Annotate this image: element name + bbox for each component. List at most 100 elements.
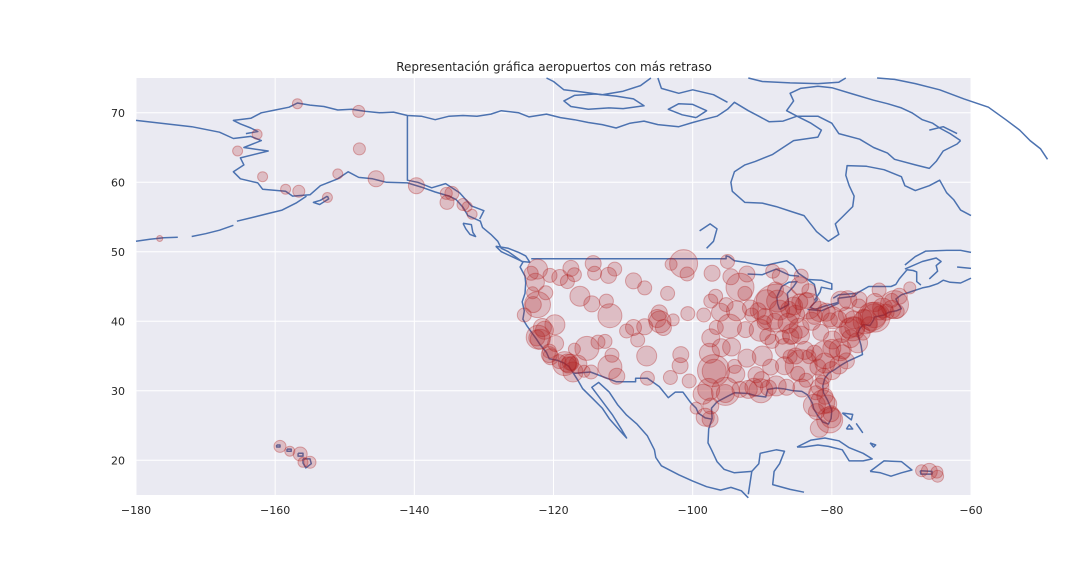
airport-marker xyxy=(837,306,855,324)
airport-marker xyxy=(847,332,869,354)
coastline-segment xyxy=(748,77,847,85)
airport-marker xyxy=(833,326,851,343)
coastline-segment xyxy=(302,458,313,469)
airport-marker xyxy=(814,352,836,374)
airport-marker xyxy=(880,290,909,320)
airport-marker xyxy=(551,269,569,286)
airport-marker xyxy=(801,283,817,299)
airport-marker xyxy=(852,309,878,335)
airport-marker xyxy=(802,311,822,331)
airport-marker xyxy=(818,394,838,414)
y-axis-ticks: 20 30 40 50 60 70 xyxy=(111,107,125,468)
airport-marker xyxy=(805,344,823,362)
airport-marker xyxy=(303,455,317,469)
airport-marker xyxy=(822,338,842,358)
airport-marker xyxy=(838,290,858,310)
airport-marker xyxy=(786,304,806,324)
airport-marker xyxy=(597,333,613,349)
airport-marker xyxy=(765,375,787,397)
airport-marker xyxy=(788,317,810,339)
airport-marker xyxy=(844,316,866,338)
airport-marker xyxy=(692,383,714,405)
airport-marker xyxy=(835,344,851,360)
airport-marker xyxy=(795,340,815,360)
airport-marker xyxy=(584,255,602,273)
airport-marker xyxy=(703,264,721,282)
airport-marker xyxy=(859,301,891,333)
airport-marker xyxy=(774,337,796,359)
airport-marker xyxy=(541,343,557,359)
airport-marker xyxy=(156,235,164,242)
airport-marker xyxy=(257,171,269,183)
airport-marker xyxy=(890,287,908,305)
airport-marker xyxy=(756,315,772,331)
coastline-segment xyxy=(929,125,958,135)
coastlines xyxy=(135,77,1049,499)
airport-marker xyxy=(697,377,721,401)
coastline-segment xyxy=(657,77,728,103)
airport-marker xyxy=(439,186,453,200)
x-tick-label: −120 xyxy=(538,504,568,517)
airport-marker xyxy=(775,356,794,376)
airport-marker xyxy=(689,401,703,415)
airport-marker xyxy=(561,353,579,371)
airport-marker xyxy=(731,380,749,398)
airport-marker xyxy=(808,385,824,401)
x-tick-label: −140 xyxy=(399,504,429,517)
airport-marker xyxy=(793,268,809,284)
chart-title: Representación gráfica aeropuertos con m… xyxy=(396,60,712,74)
border-segment xyxy=(406,115,485,220)
airport-marker xyxy=(830,310,848,328)
airport-marker xyxy=(604,347,620,363)
border-segment xyxy=(747,268,800,277)
airport-marker xyxy=(291,98,303,110)
coastline-segment xyxy=(135,236,178,243)
airport-marker xyxy=(597,303,623,329)
airport-marker xyxy=(711,338,731,358)
airport-marker xyxy=(748,378,774,404)
airport-marker xyxy=(747,366,765,384)
airport-marker xyxy=(720,254,735,269)
airport-marker xyxy=(701,358,727,384)
airport-marker xyxy=(538,285,554,301)
coastline-segment xyxy=(286,448,292,452)
airport-marker xyxy=(708,320,724,335)
airport-marker xyxy=(524,291,551,319)
airport-marker xyxy=(352,104,366,118)
airport-marker xyxy=(751,345,773,367)
airport-marker xyxy=(816,302,836,322)
coastline-segment xyxy=(841,412,854,421)
airport-marker xyxy=(672,346,690,364)
airport-marker xyxy=(702,397,720,415)
coastline-segment xyxy=(297,452,304,457)
airport-marker xyxy=(711,302,730,322)
airport-marker xyxy=(251,128,263,140)
airport-marker xyxy=(889,304,905,319)
airport-marker xyxy=(529,328,551,350)
airport-marker xyxy=(737,348,757,368)
airport-marker xyxy=(822,361,842,381)
airport-marker xyxy=(557,353,577,373)
airport-marker xyxy=(701,328,721,348)
airport-marker xyxy=(920,462,938,480)
airport-marker xyxy=(777,312,799,334)
airport-marker xyxy=(762,358,780,376)
airport-marker xyxy=(794,292,822,320)
airport-marker xyxy=(726,300,747,322)
airport-marker xyxy=(526,286,540,300)
airport-marker xyxy=(703,293,719,309)
airport-marker xyxy=(726,358,742,374)
airport-marker xyxy=(600,266,617,284)
airport-marker xyxy=(647,309,667,328)
airport-marker xyxy=(708,288,724,304)
airport-marker xyxy=(722,268,740,286)
airport-marker xyxy=(625,319,642,336)
airport-marker xyxy=(808,403,825,421)
airport-marker xyxy=(822,312,838,328)
airport-marker xyxy=(718,297,734,313)
y-tick-label: 60 xyxy=(111,176,125,189)
airport-marker xyxy=(726,364,746,384)
airport-marker xyxy=(882,299,902,319)
airport-marker xyxy=(781,323,803,345)
airport-marker xyxy=(540,346,558,364)
